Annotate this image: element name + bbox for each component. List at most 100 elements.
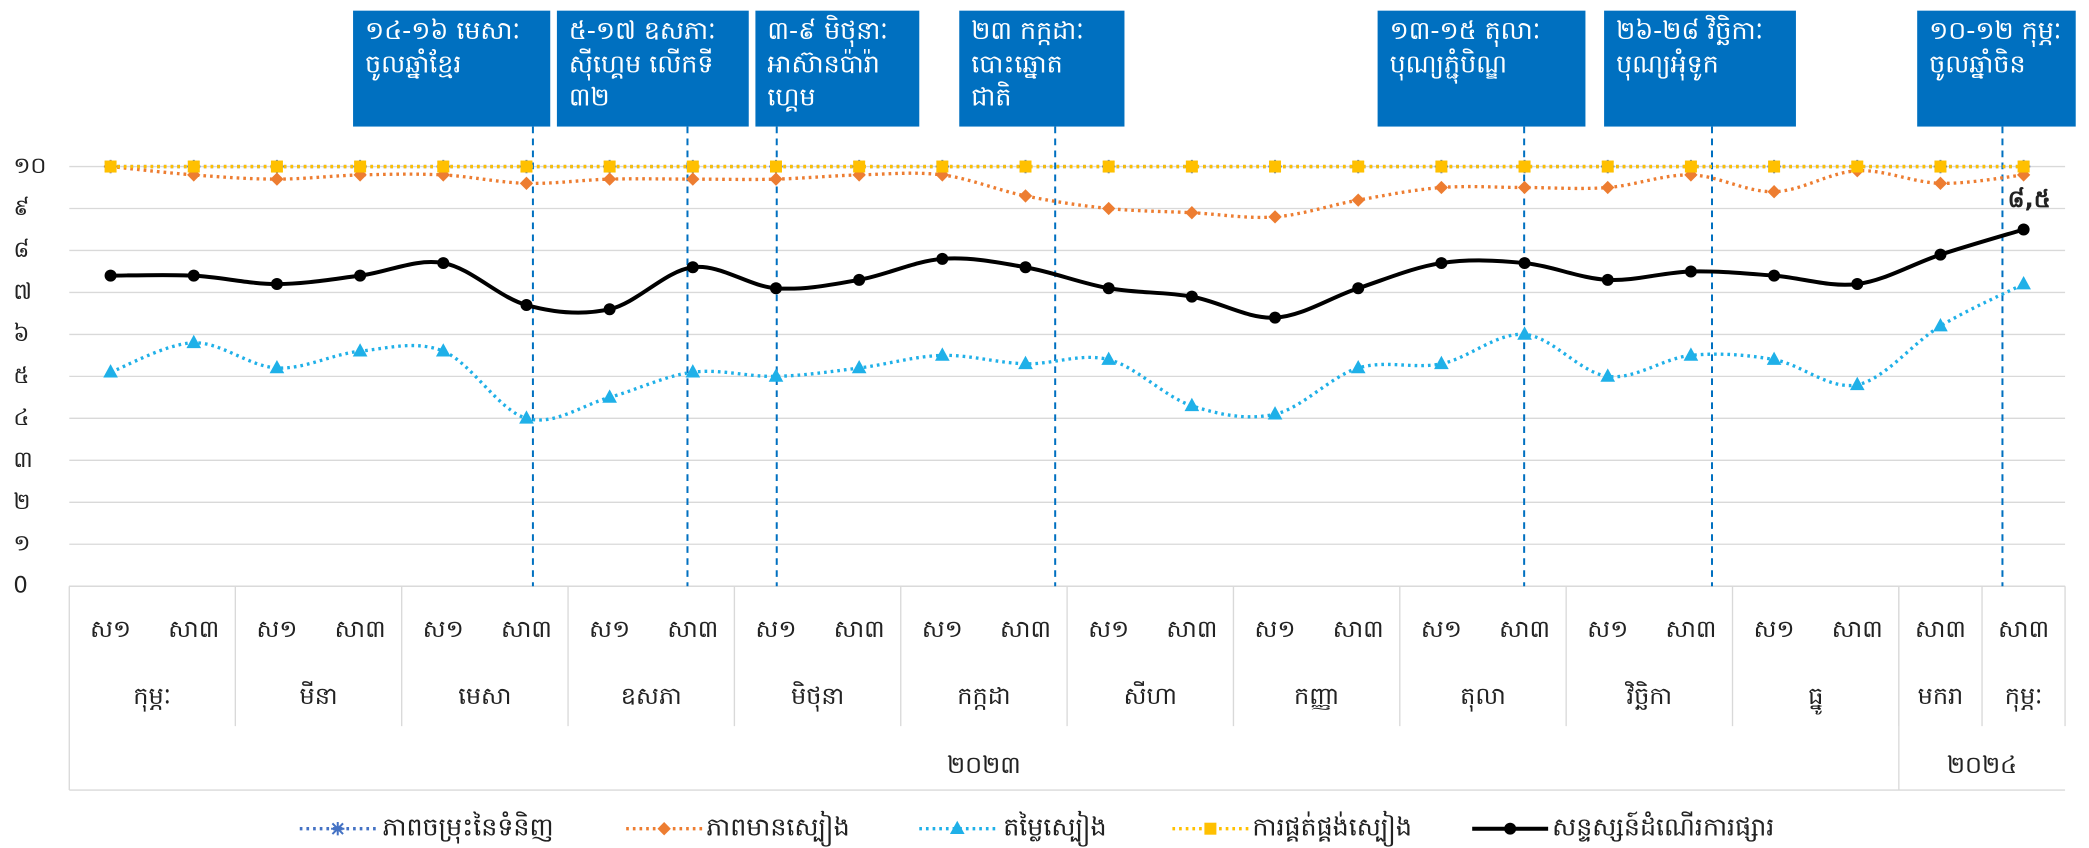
point xyxy=(686,261,699,274)
point xyxy=(1766,351,1782,365)
point xyxy=(519,410,534,424)
event-box xyxy=(1604,10,1796,127)
x-tick-label: សា៣ xyxy=(1333,615,1384,643)
x-tick-label: ស១ xyxy=(589,615,630,643)
legend-label: ភាពមានស្បៀង xyxy=(706,811,850,848)
legend-label: សន្ទស្សន៍ដំណើរការផ្សារ xyxy=(1552,811,1774,843)
x-tick-label: ស១ xyxy=(423,615,464,643)
month-label: មីនា xyxy=(299,681,337,710)
y-tick-label: ៧ xyxy=(13,279,32,305)
event-text: ១៣-១៥ តុលាៈ xyxy=(1390,16,1541,48)
point xyxy=(1018,189,1033,203)
event-text: ៣២ xyxy=(569,83,610,112)
legend-item: ការផ្គត់ផ្គង់ស្បៀង xyxy=(1172,811,1412,848)
point xyxy=(769,160,782,173)
series-line xyxy=(110,227,2025,320)
point xyxy=(686,172,700,186)
point xyxy=(186,334,202,349)
legend-item: ភាពមានស្បៀង xyxy=(626,811,850,848)
y-tick-label: ៤ xyxy=(13,405,29,431)
point xyxy=(269,359,285,374)
point xyxy=(769,172,783,186)
point xyxy=(354,269,367,282)
point xyxy=(602,172,617,186)
legend-marker xyxy=(1504,822,1517,835)
point xyxy=(936,160,949,173)
point xyxy=(1601,273,1614,286)
point xyxy=(1267,406,1283,420)
point xyxy=(437,257,450,270)
legend-marker xyxy=(949,820,965,835)
event-text: ២៦-២៨ វិច្ឆិកាៈ xyxy=(1616,14,1763,46)
year-label: ២០២៤ xyxy=(1947,751,2017,779)
x-tick-label: សា៣ xyxy=(1998,615,2049,643)
month-label: ឧសភា xyxy=(621,682,682,710)
x-tick-label: ស១ xyxy=(90,615,131,643)
point xyxy=(1019,160,1032,173)
point xyxy=(354,160,367,173)
point xyxy=(769,282,782,295)
point xyxy=(853,160,866,173)
point xyxy=(853,273,866,286)
x-tick-label: ស១ xyxy=(1255,615,1296,643)
point xyxy=(352,343,368,357)
x-tick-label: ស១ xyxy=(1088,615,1129,643)
point xyxy=(1434,355,1449,370)
data-label: ៨,៥ xyxy=(2008,185,2051,213)
year-label: ២០២៣ xyxy=(947,751,1021,779)
x-tick-label: សា៣ xyxy=(1915,615,1966,643)
month-label: វិច្ឆិកា xyxy=(1624,681,1672,710)
x-tick-label: សា៣ xyxy=(1832,615,1883,643)
event-box xyxy=(755,10,920,127)
point xyxy=(187,269,200,282)
point xyxy=(437,160,450,173)
x-tick-label: ស១ xyxy=(1754,615,1795,643)
series xyxy=(103,276,2031,424)
legend-item: ភាពចម្រុះនៃទំនិញ xyxy=(299,811,554,845)
y-tick-label: ១០ xyxy=(13,153,46,179)
y-tick-label: ១ xyxy=(13,531,30,557)
y-tick-label: ៣ xyxy=(13,447,32,473)
legend-label: ការផ្គត់ផ្គង់ស្បៀង xyxy=(1252,811,1412,848)
legend-marker xyxy=(331,822,345,836)
month-label: កញ្ញា xyxy=(1294,682,1339,710)
event-box xyxy=(1917,10,2076,127)
point xyxy=(686,160,699,173)
legend-label: ភាពចម្រុះនៃទំនិញ xyxy=(382,811,553,845)
point xyxy=(1269,311,1282,324)
point xyxy=(1019,261,1032,274)
month-label: មករា xyxy=(1918,682,1964,710)
legend-item: សន្ទស្សន៍ដំណើរការផ្សារ xyxy=(1472,811,1774,843)
point xyxy=(936,252,949,265)
point xyxy=(1601,180,1615,195)
point xyxy=(1435,160,1448,173)
point xyxy=(270,172,284,186)
event-text: ចូលឆ្នាំខ្មែរ xyxy=(365,47,461,81)
point xyxy=(2016,276,2031,290)
point xyxy=(603,160,616,173)
x-tick-label: ស១ xyxy=(922,615,963,643)
point xyxy=(1351,193,1365,207)
event-box xyxy=(1377,10,1586,127)
month-label: កក្កដា xyxy=(957,682,1010,710)
x-tick-label: សា៣ xyxy=(1499,615,1550,643)
point xyxy=(2017,223,2030,236)
month-label: កុម្ភៈ xyxy=(133,682,171,712)
point xyxy=(1350,359,1366,374)
point xyxy=(603,303,616,316)
point xyxy=(1185,206,1199,220)
month-label: តុលា xyxy=(1460,682,1506,712)
point xyxy=(1101,351,1117,365)
point xyxy=(1933,318,1948,332)
point xyxy=(1352,282,1365,295)
legend-item: តម្លៃស្បៀង xyxy=(919,811,1107,848)
point xyxy=(1683,347,1699,361)
point xyxy=(1518,160,1531,173)
point xyxy=(1933,176,1948,190)
y-tick-label: 0 xyxy=(13,573,27,599)
event-text: ជាតិ xyxy=(971,81,1011,112)
point xyxy=(104,269,117,282)
point xyxy=(1185,290,1198,303)
point xyxy=(1684,265,1697,278)
series-line xyxy=(109,282,2025,422)
